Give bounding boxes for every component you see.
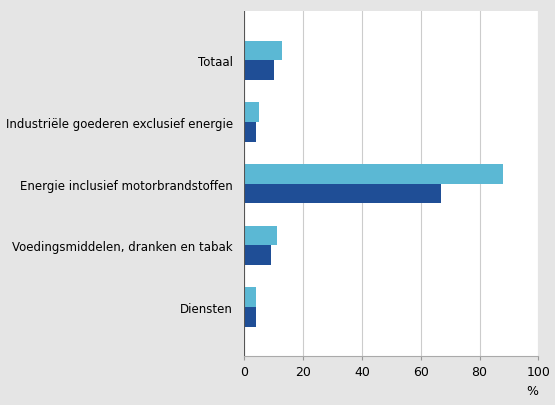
- Bar: [244, 246, 271, 265]
- Bar: [244, 61, 274, 81]
- Bar: [244, 42, 282, 61]
- Text: %: %: [526, 384, 538, 397]
- Bar: [244, 164, 503, 184]
- Bar: [244, 226, 276, 246]
- Bar: [244, 184, 441, 204]
- Bar: [244, 307, 256, 327]
- Bar: [244, 103, 259, 123]
- Bar: [244, 123, 256, 143]
- Bar: [244, 288, 256, 307]
